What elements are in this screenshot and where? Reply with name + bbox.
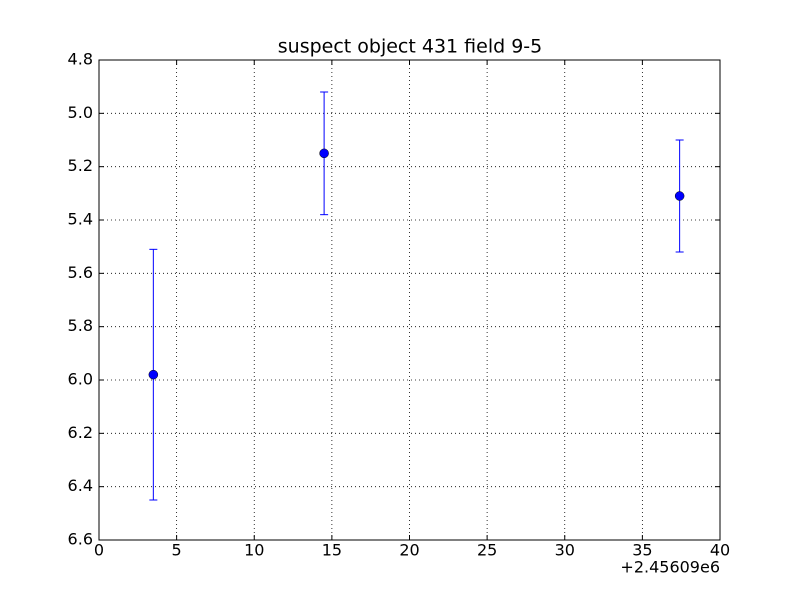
- y-tick-label: 6.0: [68, 370, 93, 389]
- x-offset-label: +2.45609e6: [620, 558, 720, 577]
- y-tick-label: 6.2: [68, 423, 93, 442]
- y-tick-label: 6.6: [68, 530, 93, 549]
- point: [319, 148, 329, 159]
- point: [674, 191, 685, 201]
- y-tick-label: 5.4: [68, 210, 93, 229]
- y-tick-label: 6.4: [68, 476, 93, 495]
- x-tick-label: 25: [477, 541, 497, 560]
- x-tick-label: 40: [710, 541, 730, 560]
- y-tick-label: 4.8: [68, 50, 93, 69]
- x-tick-label: 30: [555, 541, 575, 560]
- x-tick-label: 0: [94, 541, 104, 560]
- x-tick-label: 10: [244, 541, 264, 560]
- point: [148, 369, 159, 380]
- y-tick-label: 5.0: [68, 103, 93, 122]
- x-tick-label: 35: [632, 541, 652, 560]
- plot-frame: [98, 59, 721, 541]
- x-tick-label: 5: [172, 541, 182, 560]
- y-tick-label: 5.6: [68, 263, 93, 282]
- chart-title: suspect object 431 field 9-5: [278, 36, 543, 58]
- y-tick-label: 5.2: [68, 156, 93, 175]
- y-tick-label: 5.8: [68, 316, 93, 335]
- x-tick-label: 15: [322, 541, 342, 560]
- x-tick-label: 20: [399, 541, 419, 560]
